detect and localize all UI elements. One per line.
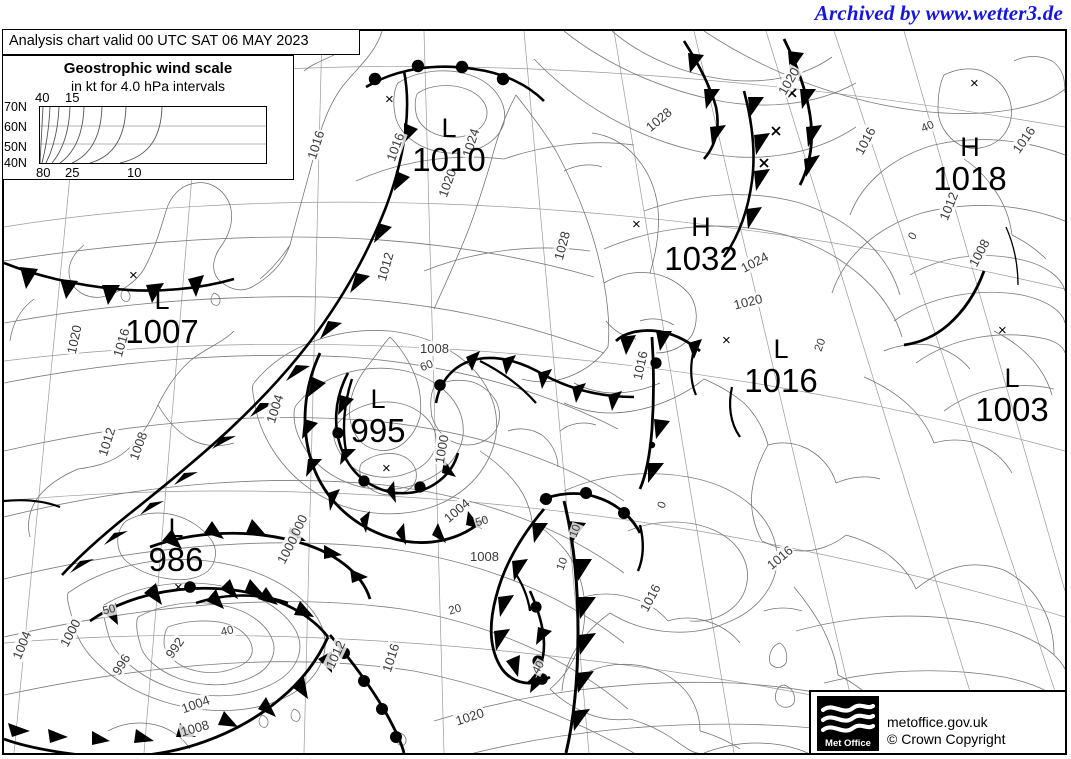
pressure-centre-value: 995: [350, 412, 406, 449]
warm-front-mid: [434, 356, 635, 404]
cold-front-ne-3: [722, 90, 755, 258]
trough-mid: [479, 360, 537, 404]
pressure-centre-type: H: [960, 132, 980, 162]
chart-title-box: Analysis chart valid 00 UTC SAT 06 MAY 2…: [2, 29, 360, 55]
trough-biscay: [636, 524, 644, 572]
pressure-centre-type: L: [154, 285, 170, 315]
warm-front-inner-biscay-bumps: [530, 601, 552, 693]
wind-scale-lat-50n: 50N: [4, 140, 27, 154]
warm-front-1016-bumps: [620, 331, 702, 359]
pressure-centre-h-1032: H 1032: [661, 212, 741, 277]
pressure-centre-l-995: L 995: [338, 384, 418, 449]
wind-scale-plot: [39, 106, 267, 164]
pressure-centre-l-1007: L 1007: [122, 285, 202, 350]
trough-1003: [1005, 226, 1019, 286]
pressure-centre-type: H: [691, 212, 711, 242]
pressure-centre-type: L: [1004, 363, 1020, 393]
centre-x-marker-6: ×: [998, 322, 1007, 339]
cold-front-ne-1-barbs: [688, 53, 726, 145]
warm-front-986-bumps: [206, 579, 264, 609]
wind-scale-lat-40n: 40N: [4, 156, 27, 170]
warm-front-1010-bumps: [368, 59, 510, 86]
cold-front-986-a-barbs: [102, 579, 314, 625]
warm-front-986: [195, 594, 289, 605]
cold-front-biscay: [489, 508, 551, 685]
pressure-centre-value: 1010: [412, 141, 486, 178]
map-graphics: [4, 31, 1065, 753]
pressure-centre-type: L: [441, 113, 457, 143]
pressure-centre-value: 1018: [933, 160, 1007, 197]
geostrophic-wind-scale-box: Geostrophic wind scale in kt for 4.0 hPa…: [2, 55, 294, 180]
centre-x-marker-4: ×: [382, 460, 391, 477]
pressure-centre-value: 1032: [664, 240, 738, 277]
front-1003: [903, 270, 986, 347]
pressure-centre-l-986: L 986: [136, 513, 216, 578]
isobar-label-1008-19: 1008: [419, 341, 450, 356]
trough-1016-b: [729, 386, 741, 438]
metoffice-url: metoffice.gov.uk: [887, 714, 988, 730]
trough-inner-biscay: [513, 570, 532, 612]
pressure-centre-l-1016: L 1016: [741, 334, 821, 399]
warm-front-biscay-bumps: [540, 487, 630, 519]
centre-x-marker-1: ×: [632, 216, 641, 233]
cold-front-986-a: [89, 586, 330, 638]
warm-front-mid-bumps: [434, 351, 622, 411]
pressure-centre-l-1003: L 1003: [972, 363, 1052, 428]
occluded-ne-x-marks: [759, 88, 797, 168]
trough-995: [342, 378, 354, 452]
warm-front-nw-bumps: [20, 267, 204, 305]
cold-front-1010: [61, 70, 409, 576]
metoffice-logo-box: Met Office metoffice.gov.uk © Crown Copy…: [809, 690, 1065, 753]
chart-title-text: Analysis chart valid 00 UTC SAT 06 MAY 2…: [9, 33, 309, 49]
warm-front-biscay: [539, 492, 642, 534]
centre-x-marker-3: ×: [129, 267, 138, 284]
metoffice-logo-mark: Met Office: [817, 696, 879, 751]
wind-scale-curves: [40, 107, 266, 163]
metoffice-copyright: © Crown Copyright: [887, 731, 1006, 747]
wind-scale-bottom-10: 10: [127, 165, 142, 180]
wind-scale-lat-lines: [40, 125, 266, 145]
centre-x-marker-5: ×: [722, 332, 731, 349]
wind-scale-bottom-25: 25: [65, 165, 80, 180]
wind-scale-lat-60n: 60N: [4, 120, 27, 134]
fronts: [4, 38, 1019, 753]
cold-front-ne-3-barbs: [746, 97, 770, 229]
pressure-centre-value: 1007: [125, 313, 199, 350]
pressure-centre-value: 1016: [744, 362, 818, 399]
wind-scale-isotachs: [40, 107, 163, 163]
pressure-centre-value: 1003: [975, 391, 1049, 428]
cold-front-1010-barbs: [70, 123, 418, 573]
pressure-centre-type: L: [773, 334, 789, 364]
centre-x-marker-7: ×: [174, 579, 183, 596]
centre-x-marker-0: ×: [385, 91, 394, 108]
wind-scale-top-40: 40: [35, 90, 50, 105]
pressure-centre-value: 986: [148, 541, 204, 578]
isobar-label-1008-22: 1008: [469, 549, 500, 564]
wind-scale-lat-70n: 70N: [4, 100, 27, 114]
warm-front-1010: [365, 65, 545, 102]
pressure-centre-l-1010: L 1010: [409, 113, 489, 178]
pressure-centre-h-1018: H 1018: [930, 132, 1010, 197]
wind-scale-top-15: 15: [65, 90, 80, 105]
pressure-centre-type: L: [370, 384, 386, 414]
wind-scale-bottom-80: 80: [36, 165, 51, 180]
pressure-centre-type: L: [168, 513, 184, 543]
centre-x-marker-2: ×: [970, 75, 979, 92]
cold-front-ne-2-barbs: [788, 51, 822, 177]
watermark-text: Archived by www.wetter3.de: [814, 1, 1063, 25]
synoptic-chart-map: 1016 1024 1020 1016 1028 1028 1024 1020 1020 1016…: [2, 29, 1067, 755]
metoffice-logo-text: Met Office: [825, 738, 871, 749]
wind-scale-subtitle: in kt for 4.0 hPa intervals: [70, 78, 226, 94]
occluded-front-1016-marks: [648, 357, 670, 483]
trough-1016-a: [690, 348, 698, 396]
wave-icon: [820, 703, 876, 733]
front-fragment-left: [4, 499, 61, 509]
wind-scale-title: Geostrophic wind scale: [63, 60, 233, 77]
